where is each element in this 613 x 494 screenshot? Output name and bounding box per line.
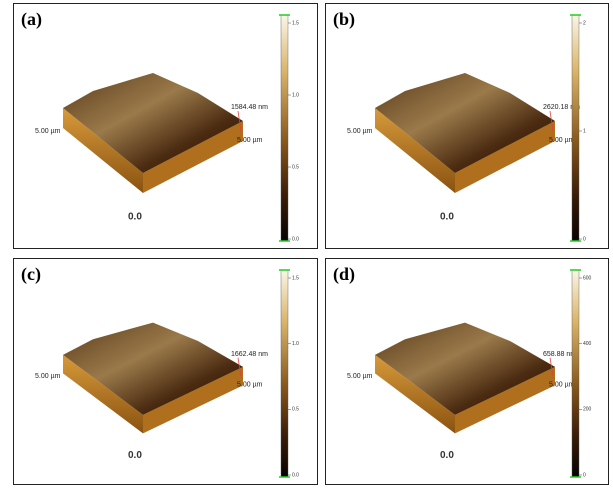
figure: (a) 1584.48 nm 5.00 µm 5.00 µm 0.0 1.5 1.0 0.5 0…	[0, 0, 613, 489]
panel: (d) 658.88 nm 5.00 µm 5.00 µm 0.0 600 400 200 0	[326, 259, 609, 485]
colorbar-tick-label: 0.0	[292, 472, 299, 478]
colorbar-tick-label: 1.0	[292, 341, 299, 347]
y-axis-label: 5.00 µm	[549, 137, 575, 144]
colorbar-tick-label: 1.5	[292, 275, 299, 281]
colorbar-tick-label: 2	[583, 20, 586, 26]
origin-label: 0.0	[128, 450, 142, 461]
y-axis-label: 5.00 µm	[237, 137, 263, 144]
y-axis-label: 5.00 µm	[237, 381, 263, 388]
colorbar	[281, 270, 288, 477]
x-axis-label: 5.00 µm	[347, 373, 373, 380]
origin-label: 0.0	[128, 212, 142, 223]
colorbar-tick-label: 0	[583, 236, 586, 242]
colorbar-tick-label: 1.0	[292, 92, 299, 98]
panel-label: (a)	[21, 9, 42, 30]
colorbar-tick-label: 200	[583, 407, 592, 413]
panel: (c) 1662.48 nm 5.00 µm 5.00 µm 0.0 1.5 1.0 0.5 0…	[14, 259, 318, 485]
origin-label: 0.0	[440, 212, 454, 223]
colorbar-tick-label: 1.5	[292, 20, 299, 26]
colorbar-tick-label: 400	[583, 341, 592, 347]
height-label: 658.88 nm	[543, 351, 576, 358]
x-axis-label: 5.00 µm	[347, 128, 373, 135]
y-axis-label: 5.00 µm	[549, 381, 575, 388]
origin-label: 0.0	[440, 450, 454, 461]
colorbar	[572, 15, 579, 241]
height-label: 1584.48 nm	[231, 104, 268, 111]
panel-label: (c)	[21, 264, 41, 285]
colorbar-tick-label: 0.5	[292, 407, 299, 413]
x-axis-label: 5.00 µm	[35, 373, 61, 380]
panel-label: (d)	[333, 264, 355, 285]
panel-label: (b)	[333, 9, 355, 30]
colorbar-tick-label: 0.0	[292, 236, 299, 242]
colorbar	[572, 270, 579, 477]
colorbar-tick-label: 0.5	[292, 164, 299, 170]
colorbar-tick-label: 1	[583, 128, 586, 134]
x-axis-label: 5.00 µm	[35, 128, 61, 135]
colorbar-tick-label: 600	[583, 275, 592, 281]
colorbar-tick-label: 0	[583, 472, 586, 478]
height-label: 1662.48 nm	[231, 351, 268, 358]
panel: (a) 1584.48 nm 5.00 µm 5.00 µm 0.0 1.5 1.0 0.5 0…	[14, 4, 318, 249]
colorbar	[281, 15, 288, 241]
